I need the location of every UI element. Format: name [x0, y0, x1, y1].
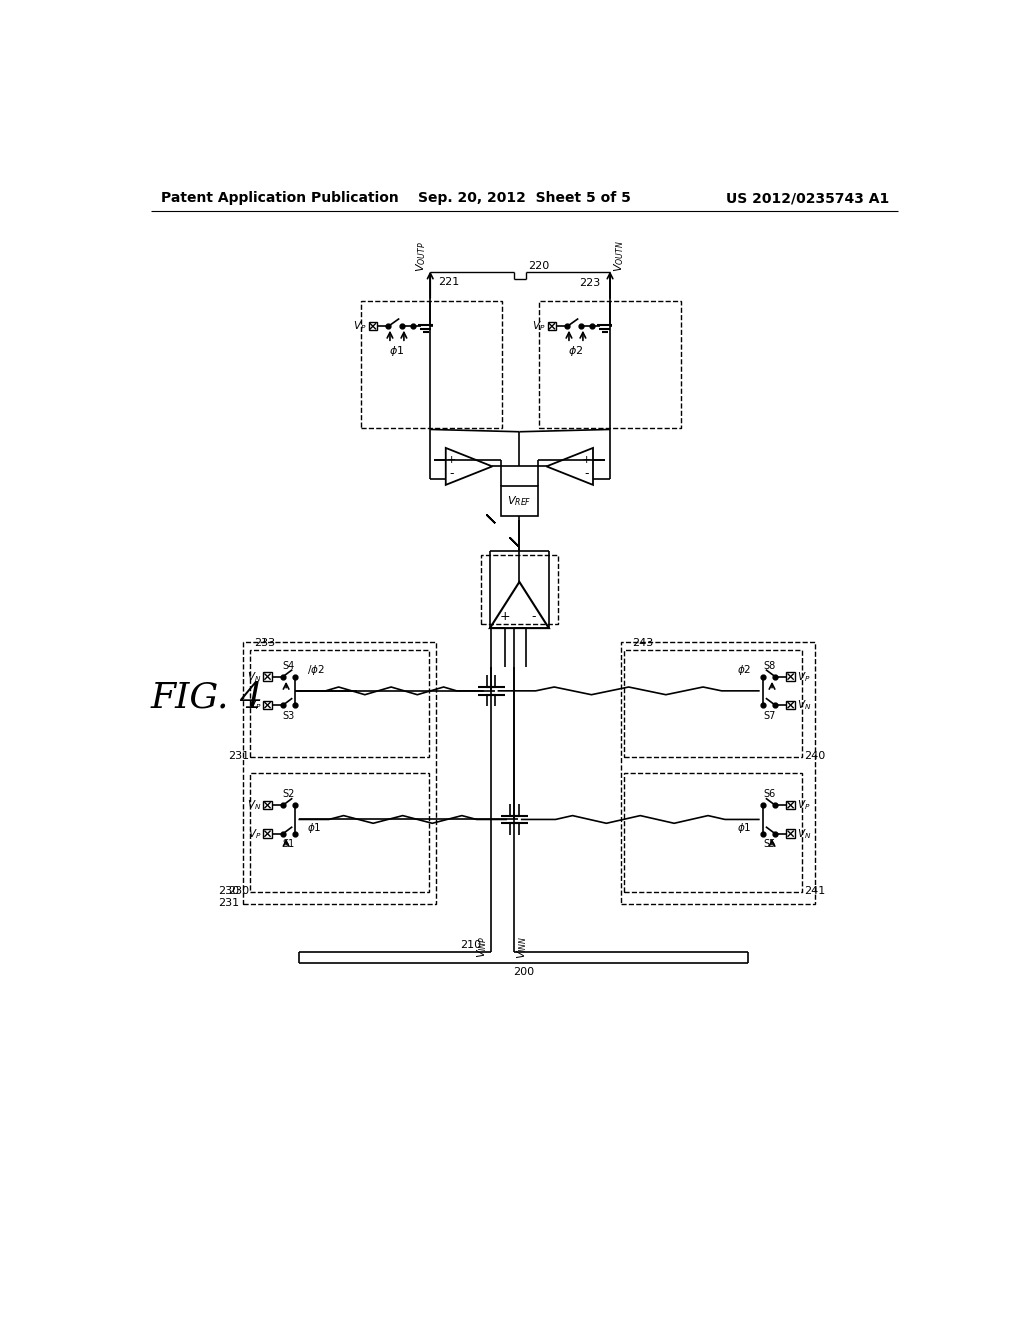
Text: 243: 243 [633, 638, 653, 648]
Bar [263, 701, 271, 709]
Text: 231: 231 [218, 898, 239, 908]
Text: Sep. 20, 2012  Sheet 5 of 5: Sep. 20, 2012 Sheet 5 of 5 [419, 191, 631, 206]
Text: 210: 210 [460, 940, 481, 950]
Text: FIG. 4: FIG. 4 [151, 680, 263, 714]
Text: $V_{REF}$: $V_{REF}$ [507, 494, 531, 508]
Bar [360, 301, 503, 428]
Bar [548, 322, 556, 330]
Text: S3: S3 [283, 711, 295, 721]
Text: S1: S1 [283, 840, 295, 850]
Text: $V_N$: $V_N$ [797, 698, 811, 711]
Text: US 2012/0235743 A1: US 2012/0235743 A1 [726, 191, 889, 206]
Text: 241: 241 [804, 886, 825, 896]
Text: +: + [582, 455, 592, 465]
Text: -: - [531, 610, 536, 623]
Text: $/\phi 2$: $/\phi 2$ [307, 664, 325, 677]
Text: $\phi 2$: $\phi 2$ [736, 664, 751, 677]
Bar [621, 642, 815, 904]
Text: $V_{OUTN}$: $V_{OUTN}$ [612, 240, 626, 272]
Text: $V_P$: $V_P$ [248, 826, 261, 841]
Text: $V_{INP}$: $V_{INP}$ [475, 936, 489, 958]
Text: 230: 230 [227, 886, 249, 896]
Text: S2: S2 [283, 789, 295, 800]
Bar [480, 554, 558, 624]
Bar [786, 801, 795, 809]
Bar [786, 672, 795, 681]
Text: $V_N$: $V_N$ [797, 826, 811, 841]
Text: S6: S6 [764, 789, 776, 800]
Bar [251, 649, 429, 758]
Text: $V_P$: $V_P$ [532, 319, 546, 333]
Text: $V_P$: $V_P$ [353, 319, 367, 333]
Bar [251, 774, 429, 892]
Text: Patent Application Publication: Patent Application Publication [161, 191, 398, 206]
Text: $\phi 1$: $\phi 1$ [389, 345, 404, 358]
Text: +: + [500, 610, 511, 623]
Bar [539, 301, 681, 428]
Text: $V_N$: $V_N$ [247, 799, 261, 812]
Text: S7: S7 [764, 711, 776, 721]
Text: 233: 233 [254, 638, 275, 648]
Text: 231: 231 [227, 751, 249, 762]
Bar [786, 701, 795, 709]
Bar [263, 672, 271, 681]
Text: $V_{INN}$: $V_{INN}$ [515, 936, 529, 960]
Bar [263, 829, 271, 838]
Text: 221: 221 [438, 277, 459, 286]
Text: S4: S4 [283, 661, 295, 671]
Text: -: - [585, 467, 589, 480]
Text: +: + [447, 455, 457, 465]
Bar [624, 774, 802, 892]
Bar [369, 322, 377, 330]
Bar [501, 486, 538, 516]
Text: $V_P$: $V_P$ [248, 698, 261, 711]
Text: 230: 230 [218, 886, 239, 896]
Text: $\phi 1$: $\phi 1$ [307, 821, 322, 834]
Bar [624, 649, 802, 758]
Text: $\phi 1$: $\phi 1$ [736, 821, 751, 834]
Text: $V_P$: $V_P$ [797, 799, 810, 812]
Text: 220: 220 [528, 261, 549, 271]
Text: 240: 240 [804, 751, 825, 762]
Bar [786, 829, 795, 838]
Text: $\phi 2$: $\phi 2$ [568, 345, 584, 358]
Bar [263, 801, 271, 809]
Bar [243, 642, 436, 904]
Text: S8: S8 [764, 661, 776, 671]
Text: 223: 223 [580, 279, 601, 288]
Text: -: - [450, 467, 455, 480]
Text: $V_N$: $V_N$ [247, 669, 261, 684]
Text: 200: 200 [513, 968, 534, 977]
Text: $V_P$: $V_P$ [797, 669, 810, 684]
Text: $V_{OUTP}$: $V_{OUTP}$ [414, 240, 428, 272]
Text: S5: S5 [764, 840, 776, 850]
